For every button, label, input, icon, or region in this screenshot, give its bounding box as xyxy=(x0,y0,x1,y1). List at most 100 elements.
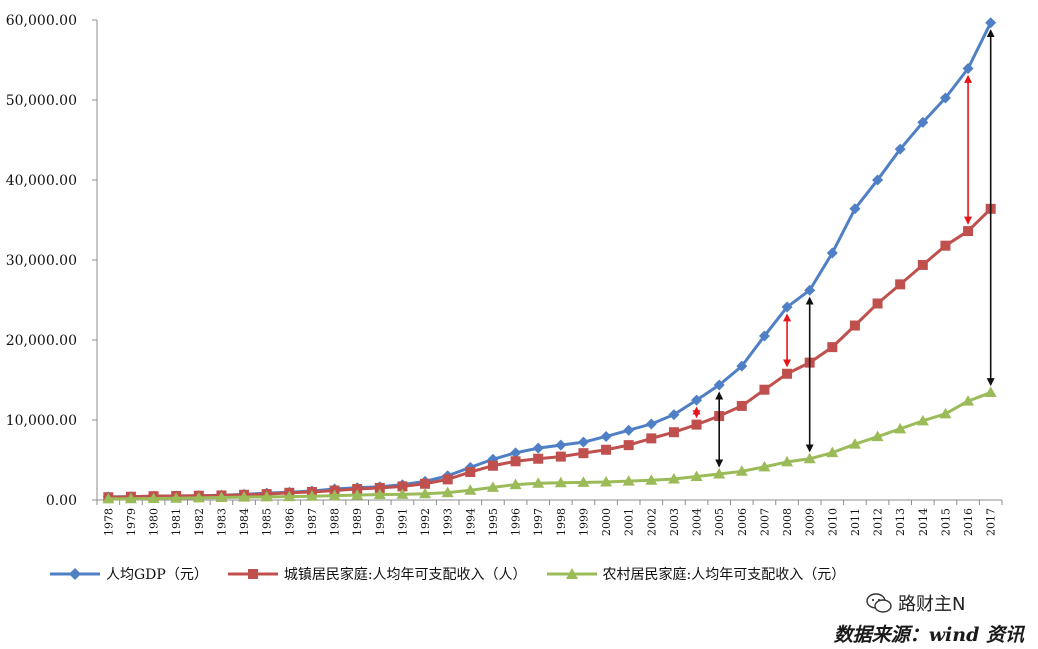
x-tick-label: 1991 xyxy=(396,508,409,536)
series-2-point xyxy=(782,368,793,379)
series-line-3 xyxy=(108,391,992,501)
series-3-point xyxy=(486,481,499,492)
series-3-point xyxy=(600,475,613,487)
watermark-text: 路财主N xyxy=(898,594,966,615)
x-tick-label: 2008 xyxy=(781,508,794,536)
x-tick-label: 1983 xyxy=(215,508,228,536)
series-3-point xyxy=(328,489,341,501)
series-2-point xyxy=(555,451,566,462)
series-3-point xyxy=(441,486,454,498)
series-3-point xyxy=(622,475,635,486)
series-1-point xyxy=(600,430,612,442)
x-tick-label: 1993 xyxy=(442,508,455,536)
x-tick-label: 2003 xyxy=(668,508,681,536)
x-tick-label: 1989 xyxy=(351,508,364,536)
series-2-point xyxy=(827,342,838,353)
legend-item: 人均GDP（元） xyxy=(48,562,208,586)
x-tick-label: 1998 xyxy=(555,508,568,536)
series-1-point xyxy=(577,436,589,448)
x-tick-label: 2005 xyxy=(713,508,726,536)
x-tick-label: 1982 xyxy=(193,508,206,536)
series-3-point xyxy=(645,474,658,485)
x-tick-label: 2004 xyxy=(691,508,704,536)
series-1-point xyxy=(781,301,793,313)
series-2-point xyxy=(352,484,363,495)
series-2-point xyxy=(963,226,974,237)
watermark: 路财主N xyxy=(866,590,965,616)
x-tick-label: 1984 xyxy=(238,508,251,536)
y-tick-label: 20,000.00 xyxy=(6,333,77,349)
series-1-point xyxy=(713,379,725,391)
x-tick-label: 1986 xyxy=(283,508,296,536)
series-3-point xyxy=(305,490,318,501)
legend: 人均GDP（元） 城镇居民家庭:人均年可支配收入（人） 农村居民家庭:人均年可支配收… xyxy=(48,562,863,586)
series-3-point xyxy=(826,446,839,458)
series-3-point xyxy=(962,395,975,406)
series-3-point xyxy=(419,487,432,499)
x-tick-label: 2012 xyxy=(872,508,885,536)
series-1-point xyxy=(849,203,861,215)
y-tick-label: 10,000.00 xyxy=(6,413,77,429)
y-tick-label: 30,000.00 xyxy=(6,253,77,269)
series-3-point xyxy=(283,490,296,502)
series-2-point xyxy=(397,481,408,492)
series-3-point xyxy=(124,492,137,504)
x-tick-label: 1979 xyxy=(125,508,138,536)
x-tick-label: 1996 xyxy=(510,508,523,536)
series-3-point xyxy=(215,491,228,503)
series-1-point xyxy=(645,418,657,430)
series-3-point xyxy=(894,422,907,434)
series-1-point xyxy=(758,330,770,342)
series-2-point xyxy=(691,419,702,430)
series-2-point xyxy=(442,474,453,485)
series-3-point xyxy=(984,386,997,398)
x-tick-label: 2017 xyxy=(985,508,998,536)
series-3-point xyxy=(735,465,748,476)
x-tick-label: 1978 xyxy=(102,508,115,536)
series-2-point xyxy=(420,478,431,489)
series-3-point xyxy=(554,476,567,488)
legend-label: 城镇居民家庭:人均年可支配收入（人） xyxy=(283,567,527,583)
series-2-point xyxy=(872,298,883,309)
series-3-point xyxy=(260,490,273,502)
series-2-point xyxy=(849,320,860,331)
series-1-point xyxy=(894,143,906,155)
series-2-point xyxy=(510,456,521,467)
x-tick-label: 2010 xyxy=(826,508,839,536)
series-line-2 xyxy=(108,207,992,499)
x-tick-label: 2000 xyxy=(600,508,613,536)
series-1-point xyxy=(691,394,703,406)
x-tick-label: 2013 xyxy=(894,508,907,536)
series-2-point xyxy=(374,482,385,493)
series-2-point xyxy=(940,240,951,251)
series-1-point xyxy=(623,424,635,436)
legend-swatch xyxy=(227,569,278,579)
series-1-point xyxy=(668,409,680,421)
series-2-point xyxy=(465,467,476,478)
x-tick-label: 2009 xyxy=(804,508,817,536)
series-2-point xyxy=(759,384,770,395)
series-3-point xyxy=(532,477,545,488)
x-tick-label: 1994 xyxy=(464,508,477,536)
series-3-point xyxy=(781,455,794,467)
legend-label: 农村居民家庭:人均年可支配收入（元） xyxy=(602,567,846,583)
x-tick-label: 2001 xyxy=(623,508,636,536)
y-tick-label: 40,000.00 xyxy=(6,173,77,189)
series-3-point xyxy=(170,492,183,503)
x-tick-label: 2011 xyxy=(849,508,862,536)
line-chart: 0.00 10,000.00 20,000.00 30,000.00 40,000.00… xyxy=(6,13,1003,536)
series-3-point xyxy=(102,492,115,504)
x-tick-label: 2006 xyxy=(736,508,749,536)
series-2-point xyxy=(623,440,634,451)
series-3-point xyxy=(192,491,205,503)
series-3-point xyxy=(690,470,703,482)
series-3-point xyxy=(238,491,251,502)
y-tick-label: 0.00 xyxy=(46,493,77,509)
series-1-point xyxy=(555,439,567,451)
x-tick-label: 1980 xyxy=(148,508,161,536)
x-tick-label: 1988 xyxy=(329,508,342,536)
series-2-point xyxy=(601,444,612,455)
x-tick-label: 1992 xyxy=(419,508,432,536)
series-1-point xyxy=(510,447,522,459)
legend-label: 人均GDP（元） xyxy=(106,567,208,583)
